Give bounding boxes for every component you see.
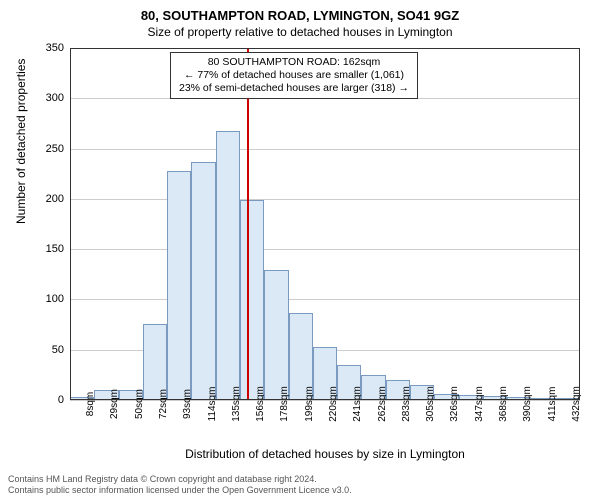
histogram-bar bbox=[240, 200, 264, 400]
y-tick-label: 150 bbox=[34, 243, 64, 255]
footer-line1: Contains HM Land Registry data © Crown c… bbox=[8, 474, 592, 485]
x-tick-label: 326sqm bbox=[449, 386, 460, 422]
y-tick-label: 0 bbox=[34, 394, 64, 406]
grid-line bbox=[70, 299, 580, 300]
histogram-bar bbox=[191, 162, 215, 400]
annotation-box: 80 SOUTHAMPTON ROAD: 162sqm ← 77% of det… bbox=[170, 52, 418, 99]
annotation-line2: ← 77% of detached houses are smaller (1,… bbox=[179, 69, 409, 82]
y-tick-label: 50 bbox=[34, 344, 64, 356]
y-tick-label: 100 bbox=[34, 293, 64, 305]
x-axis-label: Distribution of detached houses by size … bbox=[70, 447, 580, 461]
histogram-bar bbox=[167, 171, 191, 400]
x-tick-label: 390sqm bbox=[522, 386, 533, 422]
footer-line2: Contains public sector information licen… bbox=[8, 485, 592, 496]
y-axis-label: Number of detached properties bbox=[14, 59, 28, 224]
grid-line bbox=[70, 149, 580, 150]
plot-region: 0501001502002503003508sqm29sqm50sqm72sqm… bbox=[70, 48, 580, 400]
footer: Contains HM Land Registry data © Crown c… bbox=[8, 474, 592, 496]
x-tick-label: 411sqm bbox=[547, 387, 558, 422]
x-tick-label: 432sqm bbox=[571, 386, 582, 422]
annotation-line3: 23% of semi-detached houses are larger (… bbox=[179, 82, 409, 95]
grid-line bbox=[70, 249, 580, 250]
annotation-line1: 80 SOUTHAMPTON ROAD: 162sqm bbox=[179, 56, 409, 69]
histogram-bar bbox=[264, 270, 288, 400]
chart-subtitle: Size of property relative to detached ho… bbox=[0, 23, 600, 39]
reference-line bbox=[247, 48, 249, 400]
histogram-bar bbox=[216, 131, 240, 400]
chart-title: 80, SOUTHAMPTON ROAD, LYMINGTON, SO41 9G… bbox=[0, 0, 600, 23]
grid-line bbox=[70, 199, 580, 200]
grid-line bbox=[70, 48, 580, 49]
y-tick-label: 300 bbox=[34, 92, 64, 104]
x-tick-label: 305sqm bbox=[425, 386, 436, 422]
y-tick-label: 250 bbox=[34, 143, 64, 155]
x-tick-label: 347sqm bbox=[474, 386, 485, 422]
y-tick-label: 350 bbox=[34, 42, 64, 54]
y-tick-label: 200 bbox=[34, 193, 64, 205]
chart-container: 80, SOUTHAMPTON ROAD, LYMINGTON, SO41 9G… bbox=[0, 0, 600, 500]
chart-area: 0501001502002503003508sqm29sqm50sqm72sqm… bbox=[70, 48, 580, 400]
x-tick-label: 368sqm bbox=[498, 386, 509, 422]
